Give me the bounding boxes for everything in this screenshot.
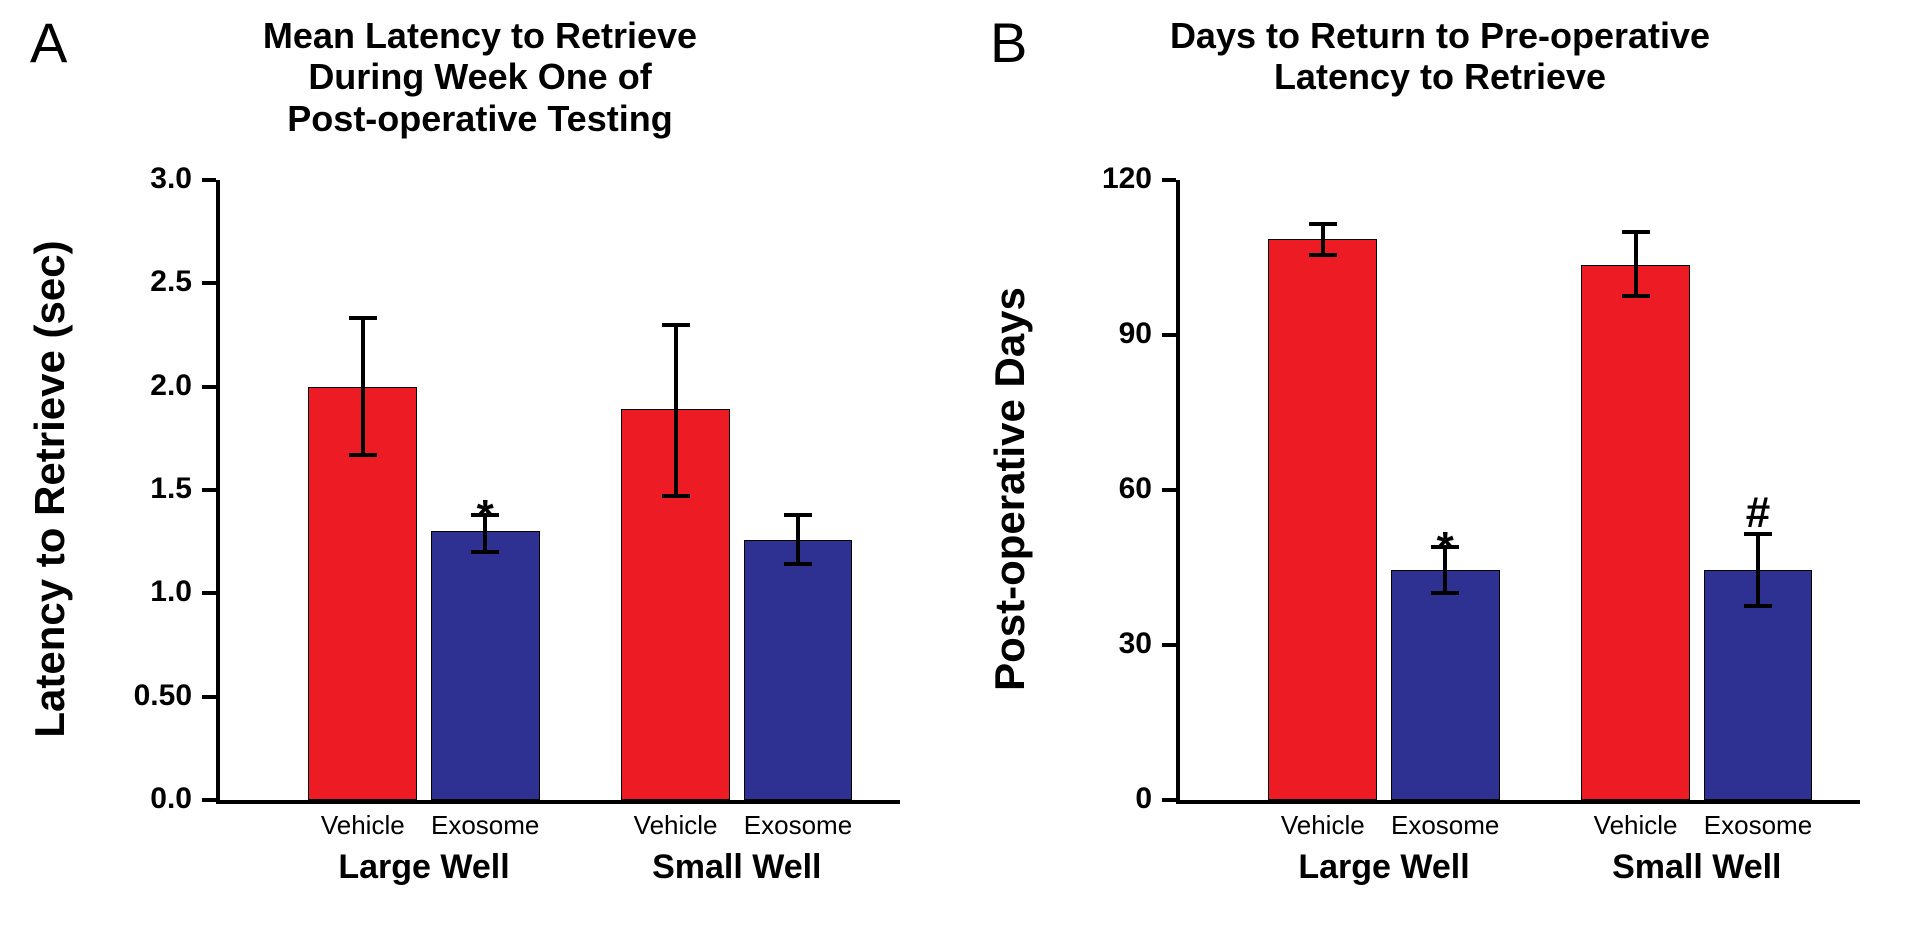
y-axis-line: [216, 180, 220, 800]
error-cap: [1622, 230, 1650, 234]
error-cap: [1309, 253, 1337, 257]
chart-title: Days to Return to Pre-operative Latency …: [960, 15, 1920, 98]
y-tick: [202, 798, 216, 802]
panel-b: BDays to Return to Pre-operative Latency…: [960, 0, 1920, 940]
y-tick-label: 0: [1032, 782, 1152, 816]
y-tick-label: 0.50: [72, 679, 192, 713]
bar: [1391, 570, 1500, 800]
error-cap: [662, 494, 690, 498]
error-cap: [784, 562, 812, 566]
error-bar: [1321, 224, 1325, 255]
bar: [744, 540, 853, 800]
error-cap: [471, 550, 499, 554]
error-cap: [349, 453, 377, 457]
y-tick-label: 60: [1032, 472, 1152, 506]
y-tick: [202, 178, 216, 182]
y-tick: [1162, 643, 1176, 647]
y-tick: [1162, 488, 1176, 492]
y-tick: [1162, 798, 1176, 802]
bar-label: Exosome: [401, 810, 570, 841]
y-tick-label: 2.0: [72, 369, 192, 403]
y-tick: [202, 385, 216, 389]
group-label: Small Well: [541, 848, 932, 887]
y-tick-label: 0.0: [72, 782, 192, 816]
error-cap: [662, 323, 690, 327]
x-axis-line: [216, 800, 900, 804]
y-axis-line: [1176, 180, 1180, 800]
y-tick: [1162, 333, 1176, 337]
plot-area: 0306090120Vehicle*ExosomeLarge WellVehic…: [1180, 180, 1860, 800]
error-cap: [1309, 222, 1337, 226]
error-cap: [784, 513, 812, 517]
y-axis-title: Latency to Retrieve (sec): [26, 179, 74, 799]
error-bar: [674, 325, 678, 497]
y-tick-label: 1.0: [72, 575, 192, 609]
figure-root: AMean Latency to Retrieve During Week On…: [0, 0, 1920, 940]
plot-area: 0.00.501.01.52.02.53.0Vehicle*ExosomeLar…: [220, 180, 900, 800]
significance-marker: *: [455, 491, 515, 541]
error-cap: [349, 316, 377, 320]
panel-a: AMean Latency to Retrieve During Week On…: [0, 0, 960, 940]
x-axis-line: [1176, 800, 1860, 804]
bar: [431, 531, 540, 800]
y-tick: [202, 488, 216, 492]
y-tick: [202, 591, 216, 595]
error-cap: [1431, 591, 1459, 595]
significance-marker: #: [1728, 488, 1788, 538]
chart-title: Mean Latency to Retrieve During Week One…: [0, 15, 960, 139]
significance-marker: *: [1415, 523, 1475, 573]
error-cap: [1622, 294, 1650, 298]
y-tick: [202, 281, 216, 285]
y-tick-label: 3.0: [72, 162, 192, 196]
bar-label: Exosome: [1361, 810, 1530, 841]
error-bar: [361, 318, 365, 454]
bar-label: Exosome: [1674, 810, 1843, 841]
error-bar: [1634, 232, 1638, 297]
error-bar: [796, 515, 800, 565]
y-tick-label: 90: [1032, 317, 1152, 351]
y-axis-title: Post-operative Days: [986, 179, 1034, 799]
error-cap: [1744, 604, 1772, 608]
bar: [1268, 239, 1377, 800]
y-tick-label: 120: [1032, 162, 1152, 196]
y-tick-label: 2.5: [72, 265, 192, 299]
y-tick: [1162, 178, 1176, 182]
error-bar: [1756, 534, 1760, 606]
y-tick-label: 1.5: [72, 472, 192, 506]
group-label: Small Well: [1501, 848, 1892, 887]
y-tick-label: 30: [1032, 627, 1152, 661]
y-tick: [202, 695, 216, 699]
bar-label: Exosome: [714, 810, 883, 841]
bar: [1581, 265, 1690, 800]
